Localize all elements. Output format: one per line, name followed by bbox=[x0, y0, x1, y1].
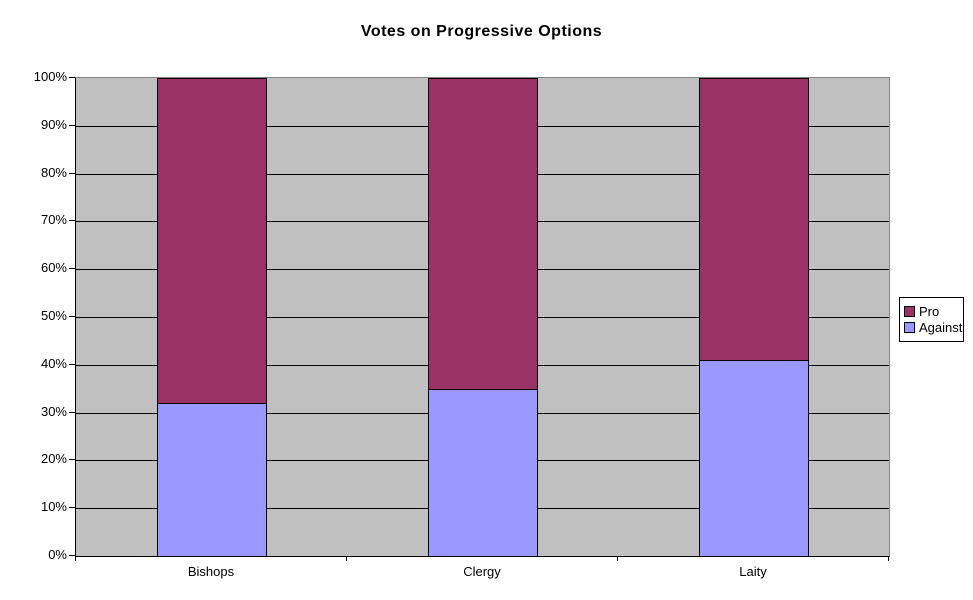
legend-item-against: Against bbox=[904, 320, 962, 335]
y-axis-label: 0% bbox=[48, 547, 67, 562]
bar-segment-against-clergy bbox=[428, 389, 538, 557]
legend-swatch-pro bbox=[904, 306, 915, 317]
y-axis-tick bbox=[69, 220, 75, 221]
bar-segment-against-laity bbox=[699, 360, 809, 557]
y-axis-tick bbox=[69, 173, 75, 174]
y-axis-label: 60% bbox=[40, 260, 67, 275]
x-axis-label-laity: Laity bbox=[739, 564, 767, 579]
y-axis-label: 30% bbox=[40, 404, 67, 419]
y-axis-label: 40% bbox=[40, 356, 67, 371]
y-axis-tick bbox=[69, 459, 75, 460]
y-axis-tick bbox=[69, 316, 75, 317]
y-axis-label: 10% bbox=[40, 499, 67, 514]
bar-segment-pro-clergy bbox=[428, 78, 538, 390]
legend-label-against: Against bbox=[919, 320, 963, 335]
x-axis-label-bishops: Bishops bbox=[187, 564, 235, 579]
legend: Pro Against bbox=[899, 297, 964, 342]
y-axis-label: 100% bbox=[33, 69, 67, 84]
x-axis-tick bbox=[888, 556, 889, 561]
y-axis-tick bbox=[69, 555, 75, 556]
y-axis-tick bbox=[69, 268, 75, 269]
legend-item-pro: Pro bbox=[904, 304, 962, 319]
legend-label-pro: Pro bbox=[919, 304, 940, 319]
chart-title: Votes on Progressive Options bbox=[360, 23, 603, 40]
y-axis-tick bbox=[69, 412, 75, 413]
y-axis-label: 80% bbox=[40, 165, 67, 180]
bar-segment-against-bishops bbox=[157, 403, 267, 557]
y-axis-label: 70% bbox=[40, 212, 67, 227]
y-axis-label: 50% bbox=[40, 308, 67, 323]
x-axis-label-clergy: Clergy bbox=[463, 564, 501, 579]
x-axis-tick bbox=[346, 556, 347, 561]
x-axis-tick bbox=[75, 556, 76, 561]
x-axis-tick bbox=[617, 556, 618, 561]
y-axis-tick bbox=[69, 364, 75, 365]
legend-swatch-against bbox=[904, 322, 915, 333]
bar-segment-pro-bishops bbox=[157, 78, 267, 404]
y-axis-tick bbox=[69, 125, 75, 126]
y-axis-tick bbox=[69, 77, 75, 78]
plot-area bbox=[75, 77, 890, 557]
y-axis-label: 90% bbox=[40, 117, 67, 132]
y-axis-tick bbox=[69, 507, 75, 508]
bar-segment-pro-laity bbox=[699, 78, 809, 361]
y-axis-label: 20% bbox=[40, 451, 67, 466]
